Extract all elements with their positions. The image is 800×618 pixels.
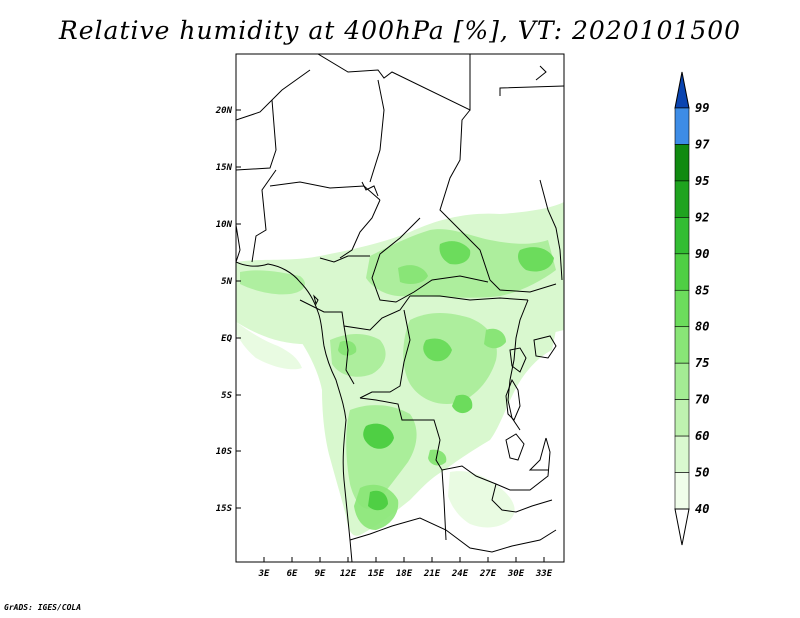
colorbar-bottom-arrow (674, 508, 690, 546)
colorbar-label: 97 (695, 137, 710, 151)
lon-label: 12E (340, 569, 357, 579)
lon-label: 3E (258, 569, 270, 579)
lon-label: 24E (451, 569, 469, 579)
colorbar-segment (674, 107, 690, 145)
lat-label: 15S (216, 504, 233, 514)
colorbar-label: 80 (695, 320, 709, 334)
colorbar: 99 97 95 92 90 85 80 75 70 60 50 40 (674, 71, 710, 546)
colorbar-segment (674, 253, 690, 291)
lon-label: 33E (535, 569, 553, 579)
lat-label: EQ (221, 334, 232, 344)
colorbar-segment (674, 362, 690, 400)
colorbar-label: 92 (695, 210, 709, 224)
colorbar-label: 70 (695, 393, 709, 407)
country-borders (236, 54, 564, 562)
colorbar-segment (674, 435, 690, 473)
colorbar-label: 60 (695, 429, 709, 443)
map-title: Relative humidity at 400hPa [%], VT: 202… (58, 16, 742, 45)
colorbar-label: 99 (695, 101, 709, 115)
colorbar-label: 95 (695, 174, 709, 188)
lon-label: 18E (396, 569, 413, 579)
colorbar-segment (674, 180, 690, 218)
colorbar-segment (674, 217, 690, 255)
map-frame (235, 53, 565, 563)
colorbar-label: 85 (695, 283, 709, 297)
colorbar-segment (674, 289, 690, 328)
colorbar-label: 50 (695, 466, 709, 480)
lat-label: 5S (221, 391, 232, 401)
colorbar-segment (674, 399, 690, 437)
humidity-field (236, 202, 564, 536)
grads-credit: GrADS: IGES/COLA (4, 603, 82, 612)
colorbar-top-arrow (674, 71, 690, 109)
colorbar-segment (674, 326, 690, 364)
lat-label: 15N (216, 163, 233, 173)
lon-label: 15E (368, 569, 385, 579)
lat-label: 20N (215, 106, 233, 116)
lat-label: 10N (216, 220, 233, 230)
lon-label: 9E (315, 569, 326, 579)
colorbar-label: 40 (695, 502, 709, 516)
axis-ticks (236, 109, 545, 562)
colorbar-segment (674, 472, 690, 510)
lon-label: 27E (479, 569, 497, 579)
lon-label: 6E (287, 569, 298, 579)
colorbar-segment (674, 144, 690, 182)
lat-label: 5N (221, 277, 232, 287)
lon-label: 30E (507, 569, 525, 579)
lon-label: 21E (423, 569, 441, 579)
lat-label: 10S (216, 447, 233, 457)
colorbar-label: 90 (695, 247, 709, 261)
colorbar-label: 75 (695, 356, 709, 370)
